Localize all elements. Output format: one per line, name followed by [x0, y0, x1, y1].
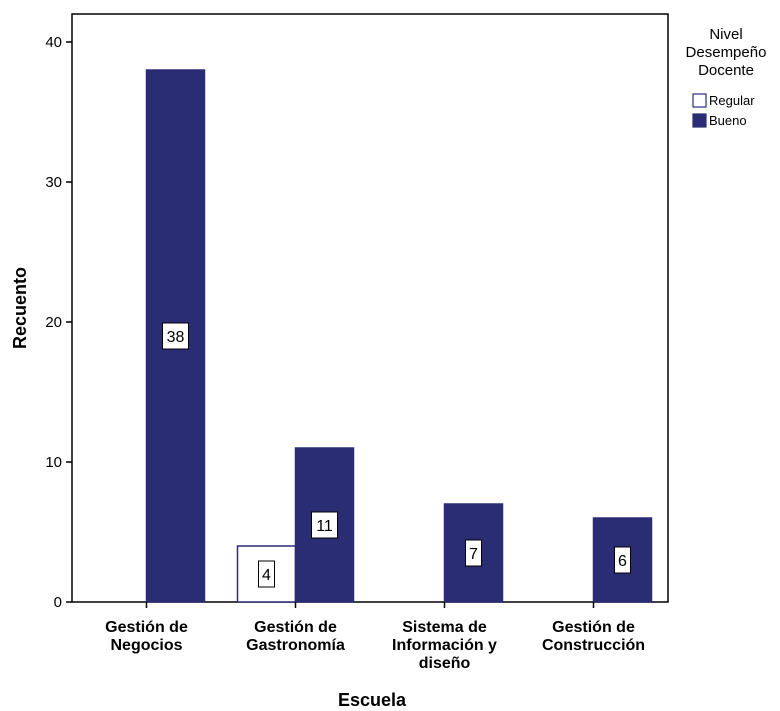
y-tick-label: 10 — [45, 454, 62, 471]
x-tick-label: Gestión de Gastronomía — [246, 619, 345, 654]
y-axis-title: Recuento — [10, 267, 30, 349]
data-label: 38 — [162, 322, 189, 350]
data-label: 7 — [465, 539, 482, 567]
svg-text:11: 11 — [316, 518, 333, 535]
x-tick-label: Gestión de Construcción — [542, 619, 645, 654]
y-tick-label: 0 — [54, 594, 62, 611]
data-label: 6 — [614, 546, 631, 574]
legend-item-regular: Regular — [692, 93, 755, 108]
data-label: 11 — [311, 511, 338, 539]
x-tick-label: Sistema de Información y diseño — [392, 619, 497, 672]
legend: Nivel Desempeño Docente Regular Bueno — [686, 26, 767, 128]
x-axis-title: Escuela — [338, 690, 407, 710]
y-tick-label: 40 — [45, 34, 62, 51]
data-label: 4 — [258, 560, 275, 588]
legend-swatch — [692, 113, 707, 128]
data-labels: 38 4 11 7 6 — [162, 322, 631, 588]
y-tick-label: 20 — [45, 314, 62, 331]
bars — [145, 69, 653, 603]
y-tick-label: 30 — [45, 174, 62, 191]
svg-text:7: 7 — [469, 546, 478, 563]
y-axis: 0 10 20 30 40 — [45, 34, 72, 611]
x-axis: Gestión de Negocios Gestión de Gastronomía S… — [105, 602, 645, 672]
x-tick-label: Gestión de Negocios — [105, 619, 188, 654]
svg-text:38: 38 — [167, 329, 185, 346]
legend-item-bueno: Bueno — [692, 113, 747, 128]
legend-title: Nivel Desempeño Docente — [686, 26, 767, 79]
legend-swatch — [692, 93, 707, 108]
svg-text:6: 6 — [618, 553, 627, 570]
svg-text:4: 4 — [262, 567, 271, 584]
legend-label: Regular — [709, 93, 755, 108]
legend-label: Bueno — [709, 113, 747, 128]
